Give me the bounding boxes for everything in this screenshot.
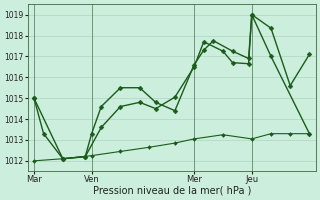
X-axis label: Pression niveau de la mer( hPa ): Pression niveau de la mer( hPa ) — [92, 186, 251, 196]
